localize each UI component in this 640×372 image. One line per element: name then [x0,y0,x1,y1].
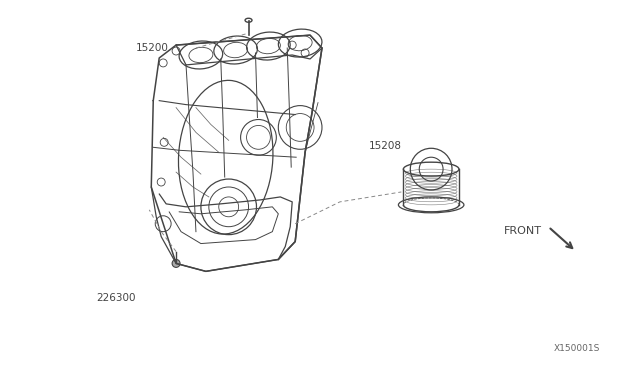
Text: 15200: 15200 [136,42,169,52]
Text: FRONT: FRONT [504,226,542,236]
Text: 226300: 226300 [97,292,136,302]
Circle shape [172,259,180,267]
Text: X150001S: X150001S [554,344,600,353]
Text: 15208: 15208 [369,141,402,151]
